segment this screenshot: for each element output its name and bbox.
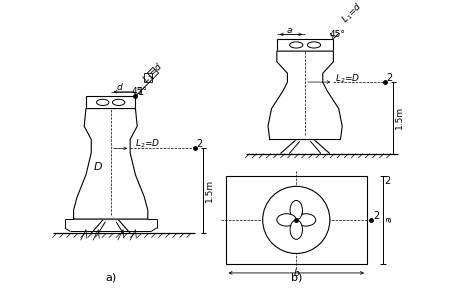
Text: 2: 2 [372,211,379,221]
Bar [143,73,152,82]
Text: 1: 1 [298,211,304,221]
Text: 2: 2 [384,176,390,186]
Text: $L_1$=d: $L_1$=d [338,0,364,26]
Ellipse shape [276,214,296,226]
Bar [86,96,135,109]
Ellipse shape [296,214,315,226]
Text: 1.5m: 1.5m [205,179,214,202]
Bar [225,176,366,264]
Polygon shape [73,109,147,219]
Text: 45°: 45° [132,87,147,96]
Ellipse shape [96,99,109,105]
Text: $L_2$=D: $L_2$=D [335,72,360,85]
Polygon shape [268,51,341,140]
Text: $d$: $d$ [116,81,123,92]
Text: $a$: $a$ [285,26,292,34]
Ellipse shape [290,220,302,239]
Text: $L_2$=D: $L_2$=D [135,138,160,150]
Circle shape [262,186,329,253]
Ellipse shape [290,201,302,220]
Ellipse shape [112,99,124,105]
Ellipse shape [307,42,320,48]
Text: b): b) [290,272,301,282]
Text: 1.5m: 1.5m [394,106,403,129]
Text: a): a) [105,272,116,282]
Text: 2: 2 [196,140,202,150]
Text: $a$: $a$ [384,216,393,223]
Ellipse shape [289,42,302,48]
Text: $L_1$=d: $L_1$=d [140,59,166,86]
Text: $b$: $b$ [292,267,299,279]
Bar [276,39,333,51]
Text: $D$: $D$ [93,160,103,173]
Text: 2: 2 [386,73,392,83]
Text: 1: 1 [138,87,144,97]
Text: 45°: 45° [329,30,345,39]
